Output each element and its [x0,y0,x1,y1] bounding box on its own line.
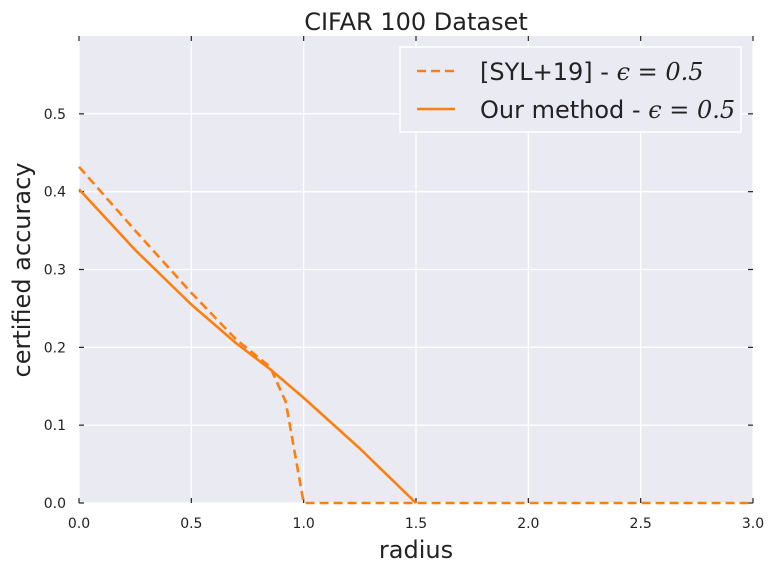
x-tick-label: 0.5 [180,516,202,532]
y-tick-label: 0.2 [44,340,66,356]
x-tick-label: 0.0 [68,516,90,532]
y-tick-label: 0.3 [44,263,66,279]
ticks: 0.0 0.5 1.0 1.5 2.0 2.5 3.0 0.0 0.1 0.2 0.3 0.4 0.5 [44,36,764,532]
y-axis-title: certified accuracy [8,163,36,378]
x-axis-title: radius [379,536,453,564]
x-tick-label: 2.5 [630,516,652,532]
legend-box [399,46,742,133]
legend-label-1: Our method - ϵ = 0.5 [480,96,735,124]
x-tick-label: 3.0 [742,516,764,532]
series-lines [78,165,753,505]
x-tick-label: 1.5 [405,516,427,532]
y-tick-label: 0.4 [44,185,66,201]
series-line-0 [78,165,753,505]
y-tick-label: 0.0 [44,496,66,512]
y-tick-label: 0.5 [44,107,66,123]
x-tick-label: 1.0 [293,516,315,532]
y-tick-label: 0.1 [44,418,66,434]
chart-title: CIFAR 100 Dataset [304,8,528,36]
legend: [SYL+19] - ϵ = 0.5 Our method - ϵ = 0.5 [399,46,742,133]
legend-label-0: [SYL+19] - ϵ = 0.5 [480,58,704,86]
series-line-1 [78,188,417,504]
x-tick-label: 2.0 [517,516,539,532]
